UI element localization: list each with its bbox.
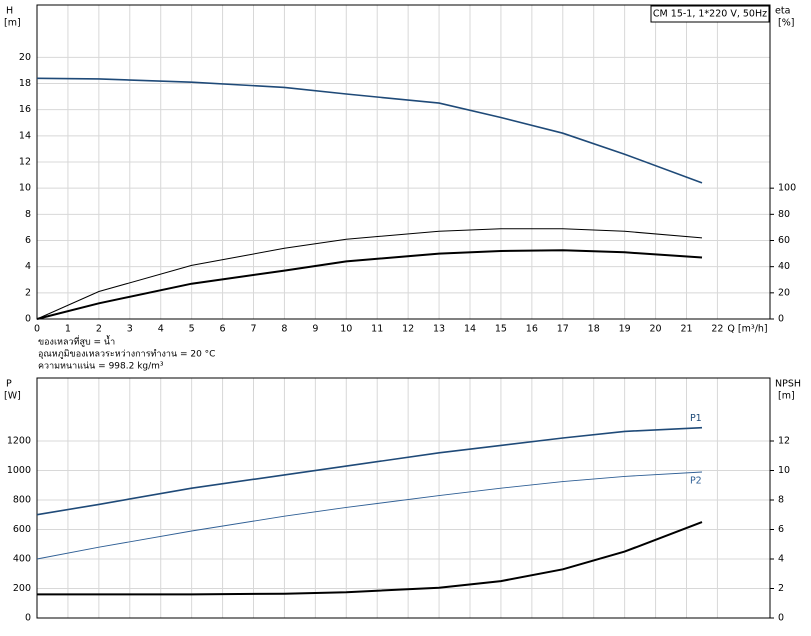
- y2-tick-label: 80: [778, 209, 790, 220]
- y2-tick-label: 10: [778, 465, 790, 476]
- y-tick-label: 16: [19, 104, 31, 115]
- y-tick-label: 600: [13, 524, 31, 535]
- y2-label: eta: [775, 6, 790, 17]
- x-label: Q [m³/h]: [727, 324, 767, 335]
- x-tick-label: 11: [371, 324, 383, 335]
- plot-frame: [36, 377, 771, 619]
- x-tick-label: 8: [281, 324, 287, 335]
- y2-tick-label: 6: [778, 524, 784, 535]
- y2-tick-label: 20: [778, 287, 790, 298]
- y-tick-label: 0: [25, 314, 31, 325]
- curve: [36, 228, 703, 320]
- y2-label: NPSH: [775, 379, 801, 390]
- y-label: H: [6, 6, 13, 17]
- x-tick-label: 22: [711, 324, 723, 335]
- y-tick-label: 1200: [7, 435, 31, 446]
- x-tick-label: 9: [312, 324, 318, 335]
- x-tick-label: 19: [619, 324, 631, 335]
- y2-unit: [%]: [778, 18, 794, 29]
- x-tick-label: 13: [433, 324, 445, 335]
- y-tick-label: 2: [25, 287, 31, 298]
- curve-label: P1: [690, 413, 702, 424]
- curve: [36, 249, 703, 320]
- plot-frame: [36, 4, 771, 320]
- x-tick-label: 20: [650, 324, 662, 335]
- x-tick-label: 4: [158, 324, 164, 335]
- y2-tick-label: 0: [778, 613, 784, 624]
- y2-tick-label: 0: [778, 314, 784, 325]
- y-tick-label: 6: [25, 235, 31, 246]
- legend-text: CM 15-1, 1*220 V, 50Hz: [653, 9, 767, 20]
- x-tick-label: 1: [65, 324, 71, 335]
- curve-label: P2: [690, 475, 702, 486]
- y-tick-label: 200: [13, 583, 31, 594]
- y-tick-label: 1000: [7, 465, 31, 476]
- y-tick-label: 4: [25, 261, 31, 272]
- x-tick-label: 7: [250, 324, 256, 335]
- x-tick-label: 18: [588, 324, 600, 335]
- y-tick-label: 10: [19, 183, 31, 194]
- y2-tick-label: 4: [778, 553, 784, 564]
- y2-tick-label: 100: [778, 183, 796, 194]
- y-tick-label: 18: [19, 78, 31, 89]
- x-tick-label: 10: [340, 324, 352, 335]
- x-tick-label: 21: [680, 324, 692, 335]
- curve: [36, 426, 703, 516]
- curve: [36, 77, 703, 184]
- y-tick-label: 20: [19, 52, 31, 63]
- x-tick-label: 0: [34, 324, 40, 335]
- note: ความหนาแน่น = 998.2 kg/m³: [38, 362, 164, 372]
- x-tick-label: 3: [127, 324, 133, 335]
- x-tick-label: 17: [557, 324, 569, 335]
- y2-tick-label: 2: [778, 583, 784, 594]
- x-tick-label: 15: [495, 324, 507, 335]
- y-label: P: [6, 379, 12, 390]
- y-unit: [m]: [4, 18, 21, 29]
- y-tick-label: 12: [19, 157, 31, 168]
- note: อุณหภูมิของเหลวระหว่างการทำงาน = 20 °C: [38, 349, 215, 360]
- curve: [37, 521, 703, 596]
- y2-unit: [m]: [778, 391, 795, 402]
- x-tick-label: 5: [189, 324, 195, 335]
- legend-box: [650, 5, 770, 23]
- x-tick-label: 2: [96, 324, 102, 335]
- y-unit: [W]: [4, 391, 21, 402]
- y-tick-label: 800: [13, 494, 31, 505]
- y-tick-label: 400: [13, 553, 31, 564]
- y-tick-label: 8: [25, 209, 31, 220]
- note: ของเหลวที่สูบ = น้ำ: [38, 335, 115, 348]
- curve: [36, 471, 703, 560]
- y2-tick-label: 60: [778, 235, 790, 246]
- y2-tick-label: 12: [778, 435, 790, 446]
- y2-tick-label: 8: [778, 494, 784, 505]
- x-tick-label: 14: [464, 324, 476, 335]
- y-tick-label: 14: [19, 130, 31, 141]
- y-tick-label: 0: [25, 613, 31, 624]
- y2-tick-label: 40: [778, 261, 790, 272]
- x-tick-label: 6: [220, 324, 226, 335]
- x-tick-label: 12: [402, 324, 414, 335]
- x-tick-label: 16: [526, 324, 538, 335]
